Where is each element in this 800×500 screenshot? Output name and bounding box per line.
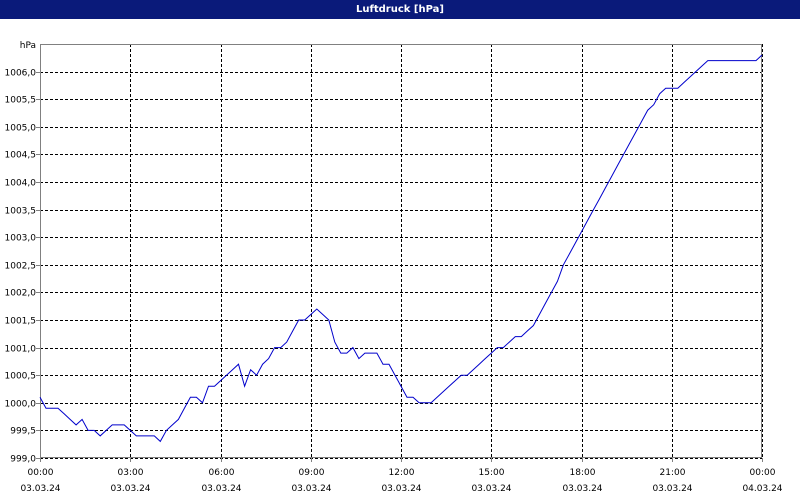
y-tick-label: 1004,5 [5, 151, 37, 161]
x-tick-date: 03.03.24 [562, 484, 602, 494]
x-tick-date: 03.03.24 [652, 484, 692, 494]
x-tick-time: 18:00 [570, 468, 596, 478]
y-tick-label: 1006,0 [5, 69, 37, 79]
x-tick-date: 03.03.24 [20, 484, 60, 494]
y-unit-label: hPa [20, 41, 36, 51]
y-tick-label: 1001,5 [5, 317, 37, 327]
y-tick-label: 1005,5 [5, 96, 37, 106]
y-tick-label: 999,0 [10, 455, 36, 465]
y-tick-label: 1000,5 [5, 372, 37, 382]
x-tick-date: 03.03.24 [471, 484, 511, 494]
y-tick-label: 1002,0 [5, 289, 37, 299]
x-tick-time: 21:00 [660, 468, 686, 478]
x-tick-time: 03:00 [118, 468, 144, 478]
x-tick-date: 03.03.24 [381, 484, 421, 494]
x-tick-date: 03.03.24 [201, 484, 241, 494]
x-tick-date: 04.03.24 [742, 484, 782, 494]
y-tick-label: 1003,5 [5, 207, 37, 217]
y-tick-label: 999,5 [10, 427, 36, 437]
x-tick-date: 03.03.24 [291, 484, 331, 494]
x-tick-time: 06:00 [209, 468, 235, 478]
x-tick-date: 03.03.24 [110, 484, 150, 494]
x-tick-time: 09:00 [299, 468, 325, 478]
pressure-line [39, 54, 763, 443]
x-tick-time: 15:00 [479, 468, 505, 478]
y-tick-label: 1001,0 [5, 345, 37, 355]
y-tick-label: 1002,5 [5, 262, 37, 272]
window-title: Luftdruck [hPa] [0, 0, 800, 19]
y-tick-label: 1000,0 [5, 400, 37, 410]
x-tick-time: 00:00 [750, 468, 776, 478]
x-tick-time: 12:00 [389, 468, 415, 478]
x-tick-time: 00:00 [28, 468, 54, 478]
y-tick-label: 1003,0 [5, 234, 37, 244]
y-tick-label: 1004,0 [5, 179, 37, 189]
plot-frame [40, 44, 762, 458]
y-tick-label: 1005,0 [5, 124, 37, 134]
